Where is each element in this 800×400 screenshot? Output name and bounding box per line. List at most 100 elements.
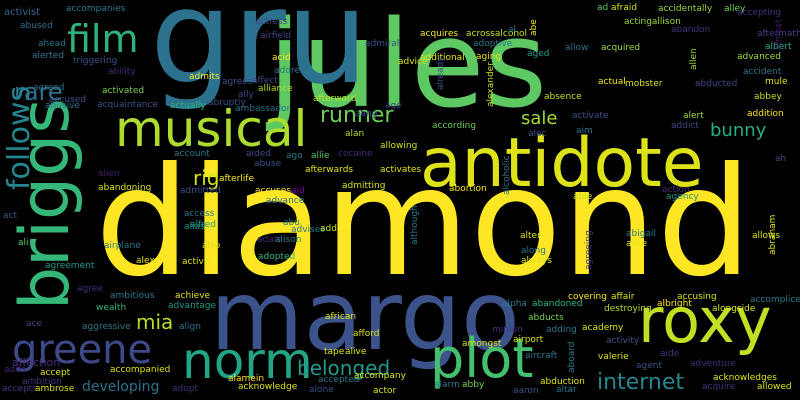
word-according: according	[432, 121, 477, 131]
word-ambassador: ambassador	[235, 104, 291, 114]
word-accused: accused	[49, 95, 87, 105]
word-aged: aged	[527, 49, 550, 59]
word-alexander: alexander	[486, 62, 496, 107]
word-accusing: accusing	[677, 292, 717, 302]
word-roxy: roxy	[638, 284, 772, 357]
word-albert: albert	[765, 42, 792, 52]
word-affair: affair	[611, 292, 635, 302]
word-adding: adding	[546, 325, 577, 335]
word-abu: abu	[283, 218, 300, 228]
word-abducts: abducts	[528, 313, 564, 323]
word-airfield: airfield	[260, 31, 292, 41]
word-alien: alien	[98, 169, 120, 179]
word-agency: agency	[666, 192, 699, 202]
word-afterlife: afterlife	[219, 174, 254, 184]
word-rig: rig	[193, 166, 220, 190]
word-norm: norm	[182, 332, 313, 390]
word-altar: altar	[556, 385, 577, 395]
word-aid: aid	[291, 186, 305, 196]
word-airport: airport	[513, 335, 544, 345]
word-addition: addition	[747, 109, 784, 119]
word-accuses: accuses	[255, 186, 292, 196]
word-aggressive: aggressive	[82, 322, 131, 332]
word-alone: alone	[309, 385, 334, 395]
word-additional: additional	[420, 53, 465, 63]
word-accepts: accepts	[2, 384, 37, 394]
word-aim: aim	[576, 126, 593, 136]
word-able: able	[573, 192, 593, 202]
word-adopt: adopt	[172, 384, 198, 394]
word-acquire: acquire	[702, 382, 736, 392]
word-agree: agree	[77, 284, 103, 294]
word-acquaintance: acquaintance	[97, 100, 158, 110]
word-alpha: alpha	[502, 299, 527, 309]
word-alliance: alliance	[258, 84, 293, 94]
word-activate: activate	[572, 111, 609, 121]
word-abruptly: abruptly	[208, 98, 246, 108]
word-alice: alice	[626, 239, 648, 249]
word-acrossalcohol: acrossalcohol	[466, 29, 528, 39]
word-abandon: abandon	[671, 25, 711, 35]
word-jules: jules	[268, 0, 548, 135]
word-albright: albright	[657, 299, 692, 309]
word-actor: actor	[373, 386, 397, 396]
word-mobster: mobster	[625, 79, 663, 89]
word-alarm: alarm	[434, 380, 460, 390]
word-acid: acid	[272, 53, 291, 63]
word-address: address	[274, 66, 310, 76]
word-aided: aided	[246, 149, 271, 159]
word-african: african	[325, 312, 357, 322]
word-rare: rare	[14, 78, 63, 106]
word-abduction: abduction	[540, 377, 585, 387]
word-ad: ad	[597, 3, 609, 13]
word-abusive: abusive	[45, 101, 80, 111]
word-abducted: abducted	[695, 79, 738, 89]
word-advice: advice	[398, 57, 428, 67]
word-allowing: allowing	[380, 141, 418, 151]
word-valerie: valerie	[598, 352, 629, 362]
word-triggering: triggering	[73, 56, 118, 66]
word-acquires: acquires	[420, 29, 459, 39]
word-acknowledge: acknowledge	[238, 382, 298, 392]
word-agreement: agreement	[45, 261, 95, 271]
word-abe: abe	[529, 19, 539, 36]
word-always: always	[521, 256, 552, 266]
word-action: action	[662, 185, 690, 195]
word-agreed: agreed	[33, 83, 65, 93]
word-ability: ability	[108, 67, 136, 77]
word-cocaine: cocaine	[338, 149, 373, 159]
word-alfred: alfred	[190, 220, 216, 230]
word-acquired: acquired	[601, 43, 641, 53]
word-antidote: antidote	[420, 124, 704, 203]
word-acknowledges: acknowledges	[713, 373, 777, 383]
word-affection: affection	[12, 356, 61, 369]
word-al: al	[508, 25, 517, 35]
word-developing: developing	[82, 379, 160, 395]
word-agent: agent	[636, 361, 662, 371]
word-adventure: adventure	[690, 359, 737, 369]
word-amongst: amongst	[462, 339, 502, 349]
word-activates: activates	[380, 165, 422, 175]
word-alley: alley	[724, 4, 746, 14]
word-alec: alec	[528, 129, 547, 139]
word-align: align	[179, 322, 201, 332]
word-adam: adam	[257, 235, 283, 245]
word-accompanies: accompanies	[66, 4, 126, 14]
word-account: account	[174, 149, 210, 159]
word-accompanied: accompanied	[110, 365, 171, 375]
word-accepted: accepted	[318, 375, 360, 385]
word-actual: actual	[598, 77, 626, 87]
word-activated: activated	[102, 86, 145, 96]
word-afraid: afraid	[611, 3, 638, 13]
word-bunny: bunny	[710, 120, 767, 141]
word-adopted: adopted	[258, 252, 296, 262]
word-agrees: agrees	[222, 77, 253, 87]
word-aftermath: aftermath	[757, 29, 800, 39]
word-alison: alison	[275, 235, 302, 245]
word-alan: alan	[345, 129, 365, 139]
word-alamein: alamein	[228, 374, 265, 384]
word-tape: tape	[324, 347, 345, 357]
word-abandoned: abandoned	[532, 299, 583, 309]
word-abbey: abbey	[754, 92, 782, 102]
word-ace: ace	[26, 319, 43, 329]
